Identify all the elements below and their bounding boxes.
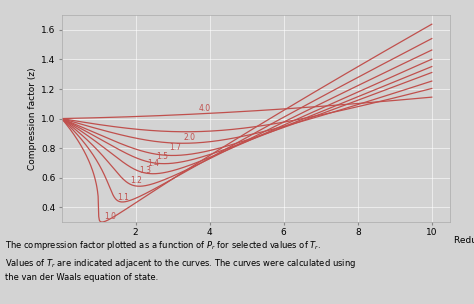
Text: 1.0: 1.0 — [104, 212, 116, 221]
Text: 1.7: 1.7 — [169, 143, 181, 152]
Text: 1.4: 1.4 — [147, 159, 159, 168]
Text: 1.3: 1.3 — [139, 167, 151, 175]
Text: 4.0: 4.0 — [199, 105, 211, 113]
Text: 1.5: 1.5 — [156, 152, 168, 161]
Text: 2.0: 2.0 — [184, 133, 196, 142]
Text: Reduced pressure (Pᵣ): Reduced pressure (Pᵣ) — [454, 237, 474, 245]
Text: 1.2: 1.2 — [130, 176, 142, 185]
Text: The compression factor plotted as a function of $P_r$ for selected values of $T_: The compression factor plotted as a func… — [5, 240, 356, 282]
Y-axis label: Compression factor (z): Compression factor (z) — [28, 67, 37, 170]
Text: 1.1: 1.1 — [117, 193, 129, 202]
